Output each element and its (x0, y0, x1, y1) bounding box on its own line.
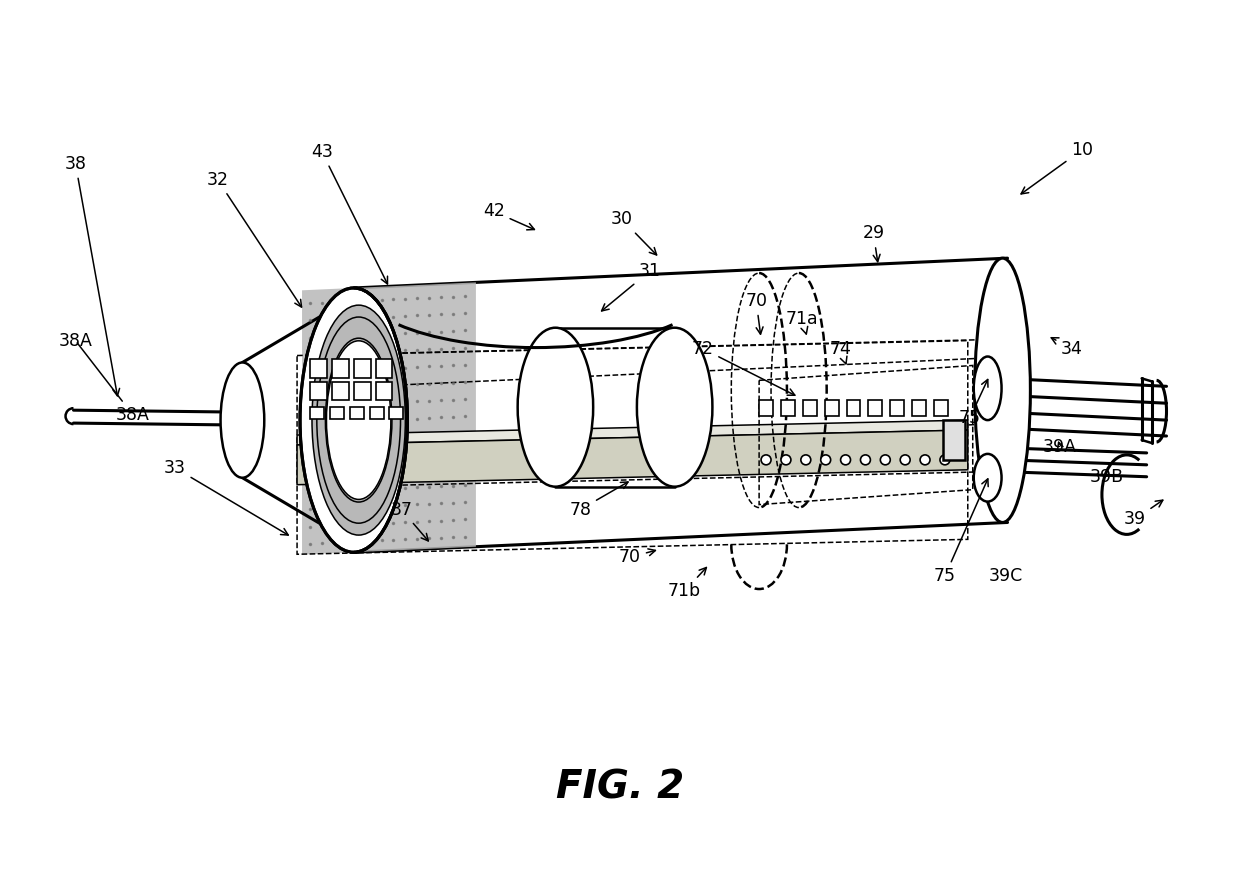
Text: 42: 42 (482, 202, 534, 230)
Bar (934, 400, 947, 416)
Circle shape (880, 455, 890, 465)
Bar (802, 400, 817, 416)
Circle shape (940, 455, 950, 465)
Bar (332, 359, 348, 378)
Ellipse shape (517, 328, 593, 487)
Text: 39A: 39A (1043, 438, 1078, 456)
Ellipse shape (973, 454, 1002, 501)
Text: 34: 34 (1052, 338, 1083, 358)
Text: 75: 75 (959, 380, 988, 427)
Bar (890, 400, 904, 416)
Circle shape (920, 455, 930, 465)
Bar (310, 407, 324, 419)
Text: 39: 39 (1123, 500, 1163, 528)
Text: 75: 75 (934, 479, 988, 585)
Text: 30: 30 (611, 210, 657, 255)
Bar (376, 382, 392, 400)
Text: 71a: 71a (785, 310, 818, 334)
Circle shape (761, 455, 771, 465)
Bar (868, 400, 883, 416)
Ellipse shape (312, 305, 405, 536)
Circle shape (801, 455, 811, 465)
Circle shape (781, 455, 791, 465)
Text: 71b: 71b (668, 568, 707, 600)
Text: 32: 32 (207, 171, 301, 307)
Text: 38A: 38A (77, 343, 150, 424)
Ellipse shape (221, 362, 264, 478)
Text: 31: 31 (601, 262, 661, 311)
Text: 10: 10 (1021, 141, 1092, 194)
Ellipse shape (975, 258, 1030, 522)
Bar (781, 400, 795, 416)
Ellipse shape (300, 288, 408, 552)
Text: 38: 38 (64, 155, 119, 396)
Text: 70: 70 (619, 549, 656, 566)
Circle shape (861, 455, 870, 465)
Text: 39B: 39B (1090, 468, 1123, 486)
Polygon shape (303, 283, 476, 555)
Bar (353, 359, 371, 378)
Bar (942, 420, 965, 460)
Bar (389, 407, 403, 419)
Bar (332, 382, 348, 400)
Text: 33: 33 (164, 458, 288, 536)
Circle shape (821, 455, 831, 465)
Text: FIG. 2: FIG. 2 (556, 769, 684, 807)
Bar (310, 382, 327, 400)
Text: 74: 74 (830, 340, 852, 364)
Ellipse shape (973, 356, 1002, 420)
Bar (376, 359, 392, 378)
Bar (350, 407, 363, 419)
Bar (847, 400, 861, 416)
Bar (759, 400, 773, 416)
Circle shape (900, 455, 910, 465)
Polygon shape (298, 420, 967, 445)
Bar (310, 359, 327, 378)
Bar (913, 400, 926, 416)
Polygon shape (298, 430, 967, 485)
Text: 43: 43 (311, 143, 388, 284)
Bar (330, 407, 343, 419)
Bar (825, 400, 838, 416)
Bar (370, 407, 383, 419)
Text: 29: 29 (862, 224, 884, 262)
Circle shape (841, 455, 851, 465)
Text: 38A: 38A (58, 332, 93, 350)
Text: 72: 72 (692, 340, 795, 396)
Text: 78: 78 (569, 482, 627, 519)
Text: 70: 70 (745, 292, 768, 334)
Bar (353, 382, 371, 400)
Ellipse shape (326, 341, 391, 500)
Text: 39C: 39C (988, 567, 1023, 585)
Text: 37: 37 (391, 500, 428, 541)
Ellipse shape (637, 328, 713, 487)
